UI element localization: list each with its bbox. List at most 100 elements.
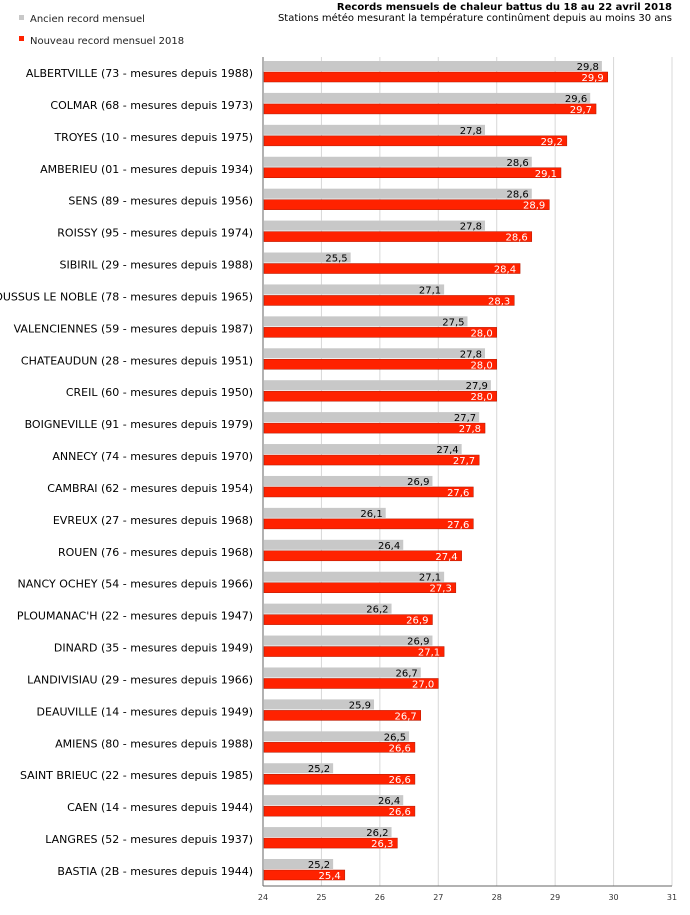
bar-old-value-label: 27,4 [436,445,458,456]
category-label: CHATEAUDUN (28 - mesures depuis 1951) [21,354,253,367]
bar-new-record [263,359,497,370]
bar-old-record [264,571,445,582]
bar-new-record [263,550,462,562]
bar-new-record [263,678,439,689]
category-label: SAINT BRIEUC (22 - mesures depuis 1985) [20,769,253,782]
bar-old-record [264,699,375,710]
bar-old-record [264,859,334,869]
bar-old-value-label: 27,8 [460,349,482,360]
bar-old-value-label: 25,9 [349,700,371,711]
legend-label-new: Nouveau record mensuel 2018 [30,36,184,47]
bar-old-value-label: 26,1 [360,509,382,520]
category-label: ROUEN (76 - mesures depuis 1968) [58,546,253,559]
bars: 29,829,929,629,727,829,228,629,128,628,9… [263,61,608,882]
bar-old-record [264,667,421,678]
category-label: LANGRES (52 - mesures depuis 1937) [45,833,253,846]
bar-old-value-label: 26,7 [395,668,417,679]
bar-new-record [263,103,597,115]
bar-new-value-label: 27,6 [447,520,469,531]
legend: Ancien record mensuel Nouveau record men… [19,14,184,47]
category-label: AMBERIEU (01 - mesures depuis 1934) [40,163,253,176]
bar-new-value-label: 26,7 [394,711,416,722]
category-label: BOIGNEVILLE (91 - mesures depuis 1979) [25,418,253,431]
bar-old-value-label: 27,9 [466,381,488,392]
bar-old-record [264,827,392,838]
bar-old-value-label: 28,6 [507,158,529,169]
bar-old-value-label: 27,5 [442,317,464,328]
x-tick-label: 27 [433,893,443,902]
bar-old-value-label: 26,9 [407,477,429,488]
category-label: SIBIRIL (29 - mesures depuis 1988) [59,259,253,272]
category-label: DEAUVILLE (14 - mesures depuis 1949) [37,705,253,718]
x-axis: 24 25 26 27 28 29 30 31 [258,885,677,902]
bar-new-record [263,263,521,274]
bar-old-record [264,61,602,71]
bar-new-value-label: 28,0 [470,328,492,339]
bar-old-record [264,284,445,295]
category-label: CAMBRAI (62 - mesures depuis 1954) [47,482,253,495]
bar-old-record [264,252,351,263]
legend-label-old: Ancien record mensuel [30,14,145,25]
bar-new-value-label: 29,1 [535,169,557,180]
bar-new-record [263,805,416,817]
x-tick-label: 28 [492,893,502,902]
bar-new-record [263,231,533,242]
bar-new-value-label: 28,0 [470,392,492,403]
chart-subtitle: Stations météo mesurant la température c… [278,12,672,24]
bar-old-value-label: 29,8 [577,62,599,73]
x-tick-label: 31 [667,893,677,902]
bar-new-value-label: 26,9 [406,616,428,627]
category-label: AMIENS (80 - mesures depuis 1988) [55,737,253,750]
bar-old-record [264,220,486,231]
bar-old-value-label: 29,6 [565,94,587,105]
bar-old-record [264,795,404,806]
bar-new-value-label: 27,0 [412,679,434,690]
bar-new-record [263,199,550,210]
category-label: DINARD (35 - mesures depuis 1949) [54,642,253,655]
bar-new-record [263,422,486,434]
bar-new-value-label: 25,4 [319,871,341,882]
bar-old-value-label: 27,7 [454,413,476,424]
bar-new-value-label: 27,8 [459,424,481,435]
category-label: ALBERTVILLE (73 - mesures depuis 1988) [26,67,253,80]
legend-swatch-new [19,36,24,41]
bar-new-value-label: 26,6 [389,743,411,754]
x-tick-label: 25 [316,893,326,902]
bar-new-record [263,614,433,625]
bar-new-value-label: 27,1 [418,648,440,659]
x-tick-label: 24 [258,893,268,902]
bar-old-value-label: 26,9 [407,637,429,648]
bar-old-value-label: 26,2 [366,605,388,616]
category-label: COLMAR (68 - mesures depuis 1973) [50,99,253,112]
bar-new-value-label: 27,3 [430,584,452,595]
x-tick-label: 26 [375,893,385,902]
bar-new-value-label: 28,0 [470,360,492,371]
bar-old-value-label: 25,5 [325,254,347,265]
x-tick-label: 29 [550,893,560,902]
bar-new-record [263,518,474,530]
bar-old-record [264,412,480,423]
category-label: VALENCIENNES (59 - mesures depuis 1987) [14,322,253,335]
bar-old-record [264,348,486,359]
bar-old-record [264,380,491,391]
x-tick-label: 30 [608,893,618,902]
bar-new-record [263,646,445,657]
bar-new-value-label: 29,2 [541,137,563,148]
bar-new-value-label: 26,6 [389,775,411,786]
bar-new-value-label: 27,4 [435,552,457,563]
bar-old-value-label: 26,4 [378,796,400,807]
category-label: SENS (89 - mesures depuis 1956) [68,195,253,208]
bar-new-value-label: 26,3 [371,839,393,850]
bar-old-record [264,92,591,103]
bar-new-value-label: 28,3 [488,296,510,307]
bar-new-record [263,869,346,881]
bar-new-record [263,742,416,753]
bar-old-value-label: 26,5 [384,732,406,743]
bar-new-value-label: 27,6 [447,488,469,499]
bar-new-record [263,454,480,466]
bar-old-record [264,444,462,455]
bar-new-value-label: 29,9 [581,73,603,84]
bar-new-record [263,710,422,721]
bar-new-record [263,582,457,593]
